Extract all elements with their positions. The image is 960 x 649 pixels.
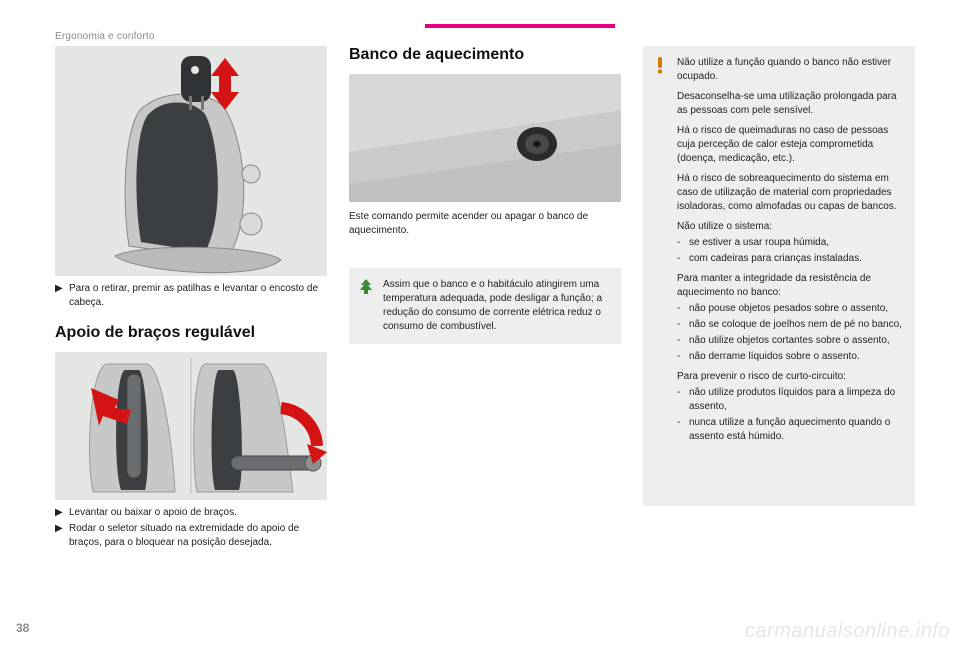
tip-callout: Assim que o banco e o habitáculo atingir… [349,268,621,344]
bullet-rotate-selector: ▶Rodar o seletor situado na extremidade … [55,522,327,550]
bullet-marker: ▶ [55,522,69,536]
section-header: Ergonomia e conforto [55,26,960,40]
bullet-marker: ▶ [55,506,69,520]
warning-icon [651,56,669,74]
tip-text: Assim que o banco e o habitáculo atingir… [383,279,602,332]
safety-p3: Há o risco de queimaduras no caso de pes… [677,124,905,166]
safety-list-2: -não pouse objetos pesados sobre o assen… [677,302,905,364]
list-item: -não utilize produtos líquidos para a li… [677,386,905,414]
figure-seat-heating [349,74,621,202]
list-item: -não derrame líquidos sobre o assento. [677,350,905,364]
list-item: -não utilize objetos cortantes sobre o a… [677,334,905,348]
safety-callout: Não utilize a função quando o banco não … [643,46,915,506]
watermark: carmanualsonline.info [745,620,950,643]
seat-heating-illustration [349,74,621,202]
list-item: -não se coloque de joelhos nem de pé no … [677,318,905,332]
safety-p5: Não utilize o sistema: [677,220,905,234]
accent-bar [425,24,615,28]
eco-tree-icon [357,278,375,296]
page-body: ▶Para o retirar, premir as patilhas e le… [0,46,960,649]
list-item: -nunca utilize a função aquecimento quan… [677,416,905,444]
list-item: -não pouse objetos pesados sobre o assen… [677,302,905,316]
figure-headrest [55,46,327,276]
list-item: -com cadeiras para crianças instaladas. [677,252,905,266]
list-item: -se estiver a usar roupa húmida, [677,236,905,250]
column-1: ▶Para o retirar, premir as patilhas e le… [55,46,327,649]
bullet-text: Para o retirar, premir as patilhas e lev… [69,283,318,308]
column-3: Não utilize a função quando o banco não … [643,46,915,649]
page-number: 38 [16,621,29,635]
seat-heating-body: Este comando permite acender ou apagar o… [349,210,621,238]
bullet-marker: ▶ [55,282,69,296]
headrest-illustration [55,46,327,276]
section-title: Ergonomia e conforto [55,31,155,42]
column-2: Banco de aquecimento Este comando permit… [349,46,621,649]
safety-list-1: -se estiver a usar roupa húmida, -com ca… [677,236,905,266]
armrest-illustration [55,352,327,500]
bullet-remove-headrest: ▶Para o retirar, premir as patilhas e le… [55,282,327,310]
safety-p6: Para manter a integridade da resistência… [677,272,905,300]
safety-p2: Desaconselha-se uma utilização prolongad… [677,90,905,118]
safety-list-3: -não utilize produtos líquidos para a li… [677,386,905,444]
heading-seat-heating: Banco de aquecimento [349,46,621,64]
bullet-raise-lower: ▶Levantar ou baixar o apoio de braços. [55,506,327,520]
figure-armrest [55,352,327,500]
bullet-text: Rodar o seletor situado na extremidade d… [69,523,299,548]
safety-p7: Para prevenir o risco de curto-circuito: [677,370,905,384]
safety-p4: Há o risco de sobreaquecimento do sistem… [677,172,905,214]
bullet-text: Levantar ou baixar o apoio de braços. [69,507,237,518]
heading-armrest: Apoio de braços regulável [55,324,327,342]
safety-p1: Não utilize a função quando o banco não … [677,56,905,84]
